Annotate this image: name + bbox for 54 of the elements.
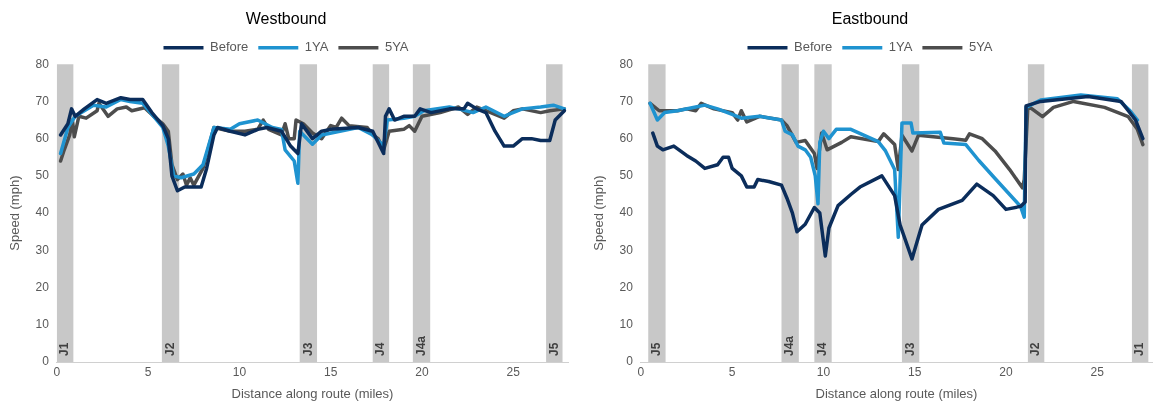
y-tick-label: 40 — [619, 205, 634, 220]
y-tick-label: 60 — [35, 130, 50, 145]
legend-label: 1YA — [888, 39, 913, 55]
y-tick-label: 0 — [626, 354, 634, 369]
y-tick-label: 30 — [35, 242, 50, 257]
band-label: J4 — [373, 342, 388, 356]
x-axis-title: Distance along route (miles) — [815, 385, 978, 401]
y-tick-label: 40 — [35, 205, 50, 220]
y-tick-label: 10 — [619, 317, 634, 332]
y-tick-label: 80 — [619, 56, 634, 71]
x-tick-label: 10 — [816, 364, 831, 379]
x-axis-title: Distance along route (miles) — [231, 385, 394, 401]
x-tick-label: 15 — [908, 364, 922, 379]
band-label: J2 — [162, 342, 177, 356]
x-tick-label: 0 — [53, 364, 61, 379]
y-tick-label: 70 — [35, 93, 50, 108]
chart-title: Eastbound — [831, 10, 909, 28]
x-tick-label: 0 — [637, 364, 645, 379]
legend-label: Before — [793, 39, 833, 55]
x-tick-label: 5 — [144, 364, 152, 379]
band-label: J3 — [300, 342, 315, 356]
y-tick-label: 60 — [619, 130, 634, 145]
legend-label: 5YA — [968, 39, 993, 55]
band-label: J1 — [1132, 342, 1147, 356]
x-tick-label: 20 — [415, 364, 429, 379]
y-tick-label: 80 — [35, 56, 50, 71]
y-axis-title: Speed (mph) — [7, 175, 23, 251]
y-tick-label: 0 — [42, 354, 50, 369]
y-tick-label: 30 — [619, 242, 634, 257]
band-label: J5 — [649, 342, 664, 356]
band-label: J4a — [782, 335, 797, 356]
y-axis-title: Speed (mph) — [591, 175, 607, 251]
x-tick-label: 15 — [324, 364, 338, 379]
x-tick-label: 5 — [728, 364, 736, 379]
y-tick-label: 20 — [35, 279, 50, 294]
legend-label: 1YA — [304, 39, 329, 55]
chart-title: Westbound — [245, 10, 327, 28]
band-label: J1 — [57, 342, 72, 356]
band-label: J4a — [413, 335, 428, 356]
x-tick-label: 25 — [1090, 364, 1105, 379]
x-tick-label: 20 — [999, 364, 1013, 379]
y-tick-label: 20 — [619, 279, 634, 294]
y-tick-label: 70 — [619, 93, 634, 108]
y-tick-label: 50 — [619, 168, 634, 183]
legend-label: 5YA — [384, 39, 409, 55]
x-tick-label: 25 — [506, 364, 521, 379]
band-label: J3 — [902, 342, 917, 356]
band-label: J4 — [815, 342, 830, 356]
x-tick-label: 10 — [232, 364, 247, 379]
band-label: J5 — [546, 342, 561, 356]
y-tick-label: 50 — [35, 168, 50, 183]
y-tick-label: 10 — [35, 317, 50, 332]
band-label: J2 — [1028, 342, 1043, 356]
legend-label: Before — [209, 39, 249, 55]
